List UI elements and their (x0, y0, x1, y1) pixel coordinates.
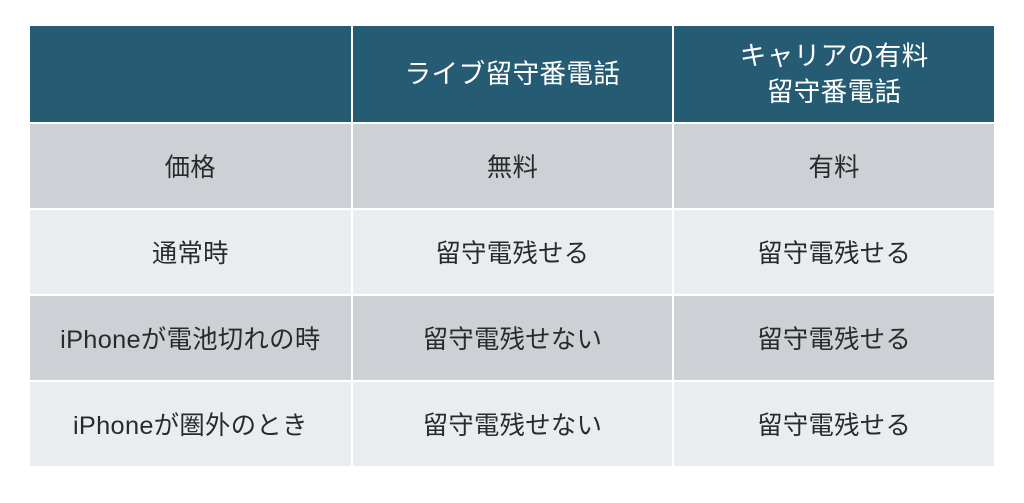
cell-live: 無料 (353, 124, 673, 208)
table-row: iPhoneが電池切れの時 留守電残せない 留守電残せる (30, 296, 994, 380)
cell-carrier: 留守電残せる (674, 296, 994, 380)
row-header-cell: iPhoneが電池切れの時 (30, 296, 351, 380)
comparison-table: ライブ留守番電話 キャリアの有料 留守番電話 価格 無料 (28, 24, 996, 468)
cell-live: 留守電残せない (353, 382, 673, 466)
cell-value: 留守電残せる (757, 412, 911, 440)
row-header-cell: iPhoneが圏外のとき (30, 382, 351, 466)
cell-value: 留守電残せる (436, 240, 590, 268)
header-label-line1: キャリアの有料 (740, 38, 929, 74)
header-label: キャリアの有料 留守番電話 (740, 38, 929, 110)
cell-value: 有料 (809, 154, 860, 182)
cell-value: 留守電残せる (757, 326, 911, 354)
header-cell-blank (30, 26, 351, 122)
cell-carrier: 留守電残せる (674, 210, 994, 294)
cell-carrier: 有料 (674, 124, 994, 208)
cell-live: 留守電残せる (353, 210, 673, 294)
row-header-cell: 価格 (30, 124, 351, 208)
row-header-cell: 通常時 (30, 210, 351, 294)
cell-carrier: 留守電残せる (674, 382, 994, 466)
row-header-label: 価格 (165, 154, 216, 182)
cell-value: 留守電残せない (423, 326, 603, 354)
row-header-label: iPhoneが圏外のとき (73, 412, 308, 440)
cell-live: 留守電残せない (353, 296, 673, 380)
table-header-row: ライブ留守番電話 キャリアの有料 留守番電話 (30, 26, 994, 122)
row-header-label: 通常時 (152, 240, 229, 268)
header-label-line2: 留守番電話 (740, 74, 929, 110)
cell-value: 無料 (487, 154, 538, 182)
row-header-label: iPhoneが電池切れの時 (60, 326, 320, 354)
cell-value: 留守電残せない (423, 412, 603, 440)
header-cell-live: ライブ留守番電話 (353, 26, 673, 122)
header-label: ライブ留守番電話 (405, 59, 621, 89)
table-row: 通常時 留守電残せる 留守電残せる (30, 210, 994, 294)
table-row: iPhoneが圏外のとき 留守電残せない 留守電残せる (30, 382, 994, 466)
cell-value: 留守電残せる (757, 240, 911, 268)
header-cell-carrier: キャリアの有料 留守番電話 (674, 26, 994, 122)
table-row: 価格 無料 有料 (30, 124, 994, 208)
